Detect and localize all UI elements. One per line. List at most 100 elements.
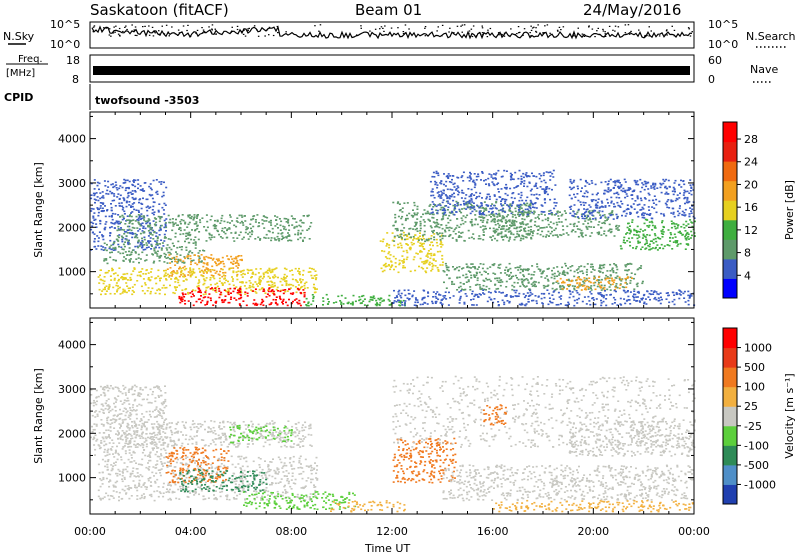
range-cell bbox=[600, 181, 603, 184]
range-cell bbox=[125, 187, 128, 189]
range-cell bbox=[387, 298, 390, 301]
range-cell bbox=[590, 287, 592, 289]
range-cell bbox=[516, 226, 518, 229]
range-cell bbox=[468, 202, 471, 204]
range-cell bbox=[501, 215, 504, 217]
range-cell bbox=[466, 205, 469, 207]
range-cell bbox=[275, 296, 278, 298]
nsearch-dot bbox=[115, 25, 117, 27]
range-cell bbox=[105, 290, 108, 292]
range-cell bbox=[516, 277, 518, 279]
range-cell bbox=[506, 220, 508, 223]
range-cell bbox=[500, 200, 502, 203]
range-cell bbox=[412, 258, 415, 261]
range-cell bbox=[608, 282, 611, 284]
nsearch-dot bbox=[604, 35, 607, 37]
range-cell bbox=[604, 217, 607, 219]
range-cell bbox=[175, 251, 177, 253]
range-cell bbox=[275, 299, 277, 301]
range-cell bbox=[440, 218, 443, 221]
range-cell bbox=[687, 223, 690, 225]
range-cell bbox=[690, 186, 693, 189]
range-cell bbox=[623, 286, 626, 289]
range-cell bbox=[617, 229, 620, 231]
range-cell bbox=[481, 197, 483, 199]
range-cell bbox=[545, 226, 548, 228]
nsearch-dot bbox=[277, 32, 279, 34]
range-cell bbox=[586, 208, 589, 210]
range-cell bbox=[610, 293, 612, 296]
range-cell bbox=[647, 226, 650, 228]
range-cell bbox=[584, 202, 587, 204]
range-cell bbox=[141, 268, 144, 270]
range-cell bbox=[549, 226, 552, 228]
cpid-value: twofsound -3503 bbox=[95, 94, 199, 107]
range-cell bbox=[239, 297, 242, 300]
range-cell bbox=[515, 289, 518, 292]
range-cell bbox=[590, 221, 593, 223]
range-cell bbox=[294, 267, 297, 270]
range-cell bbox=[610, 277, 613, 280]
nsearch-dot bbox=[257, 35, 260, 37]
range-cell bbox=[477, 173, 480, 175]
range-cell bbox=[534, 220, 537, 223]
range-cell bbox=[102, 282, 105, 285]
range-cell bbox=[115, 399, 118, 401]
range-cell bbox=[372, 295, 375, 297]
range-cell bbox=[247, 272, 249, 274]
range-cell bbox=[437, 223, 440, 225]
range-cell bbox=[394, 257, 397, 260]
range-cell bbox=[147, 277, 150, 279]
range-cell bbox=[262, 304, 265, 306]
range-cell bbox=[643, 301, 646, 304]
nsearch-dot bbox=[688, 28, 690, 30]
range-cell bbox=[618, 205, 621, 207]
range-cell bbox=[139, 185, 142, 187]
range-cell bbox=[620, 304, 623, 306]
range-cell bbox=[674, 179, 677, 182]
nsearch-dot bbox=[572, 34, 574, 36]
range-cell bbox=[604, 290, 606, 292]
range-cell bbox=[230, 255, 233, 258]
range-cell bbox=[98, 182, 101, 185]
nsearch-dot bbox=[671, 25, 673, 27]
range-cell bbox=[531, 299, 533, 302]
range-cell bbox=[680, 186, 683, 188]
range-cell bbox=[612, 271, 615, 274]
range-cell bbox=[287, 222, 290, 224]
range-cell bbox=[119, 286, 121, 289]
range-cell bbox=[624, 191, 627, 193]
range-cell bbox=[617, 181, 620, 183]
range-cell bbox=[650, 248, 653, 250]
range-cell bbox=[527, 301, 530, 303]
nsearch-dot bbox=[256, 29, 258, 31]
range-cell bbox=[553, 290, 556, 292]
range-cell bbox=[487, 291, 490, 293]
range-cell bbox=[251, 285, 254, 288]
range-cell bbox=[165, 257, 168, 259]
range-cell bbox=[299, 304, 302, 307]
range-cell bbox=[292, 284, 295, 287]
range-cell bbox=[689, 179, 692, 181]
range-cell bbox=[437, 174, 440, 177]
range-cell bbox=[287, 220, 290, 222]
range-cell bbox=[479, 288, 482, 290]
nsearch-dot bbox=[486, 36, 489, 38]
range-cell bbox=[90, 197, 93, 200]
range-cell bbox=[624, 189, 627, 192]
range-cell bbox=[204, 293, 207, 295]
range-cell bbox=[588, 211, 591, 214]
range-cell bbox=[232, 260, 235, 262]
range-cell bbox=[226, 229, 228, 232]
nsearch-dot bbox=[117, 33, 120, 35]
range-cell bbox=[269, 277, 271, 279]
range-cell bbox=[459, 295, 462, 298]
range-cell bbox=[663, 180, 666, 182]
range-cell bbox=[137, 217, 140, 220]
range-cell bbox=[411, 243, 414, 246]
range-cell bbox=[572, 181, 575, 183]
range-cell bbox=[387, 264, 390, 266]
range-cell bbox=[130, 215, 133, 218]
range-cell bbox=[594, 281, 597, 284]
range-cell bbox=[608, 280, 611, 282]
